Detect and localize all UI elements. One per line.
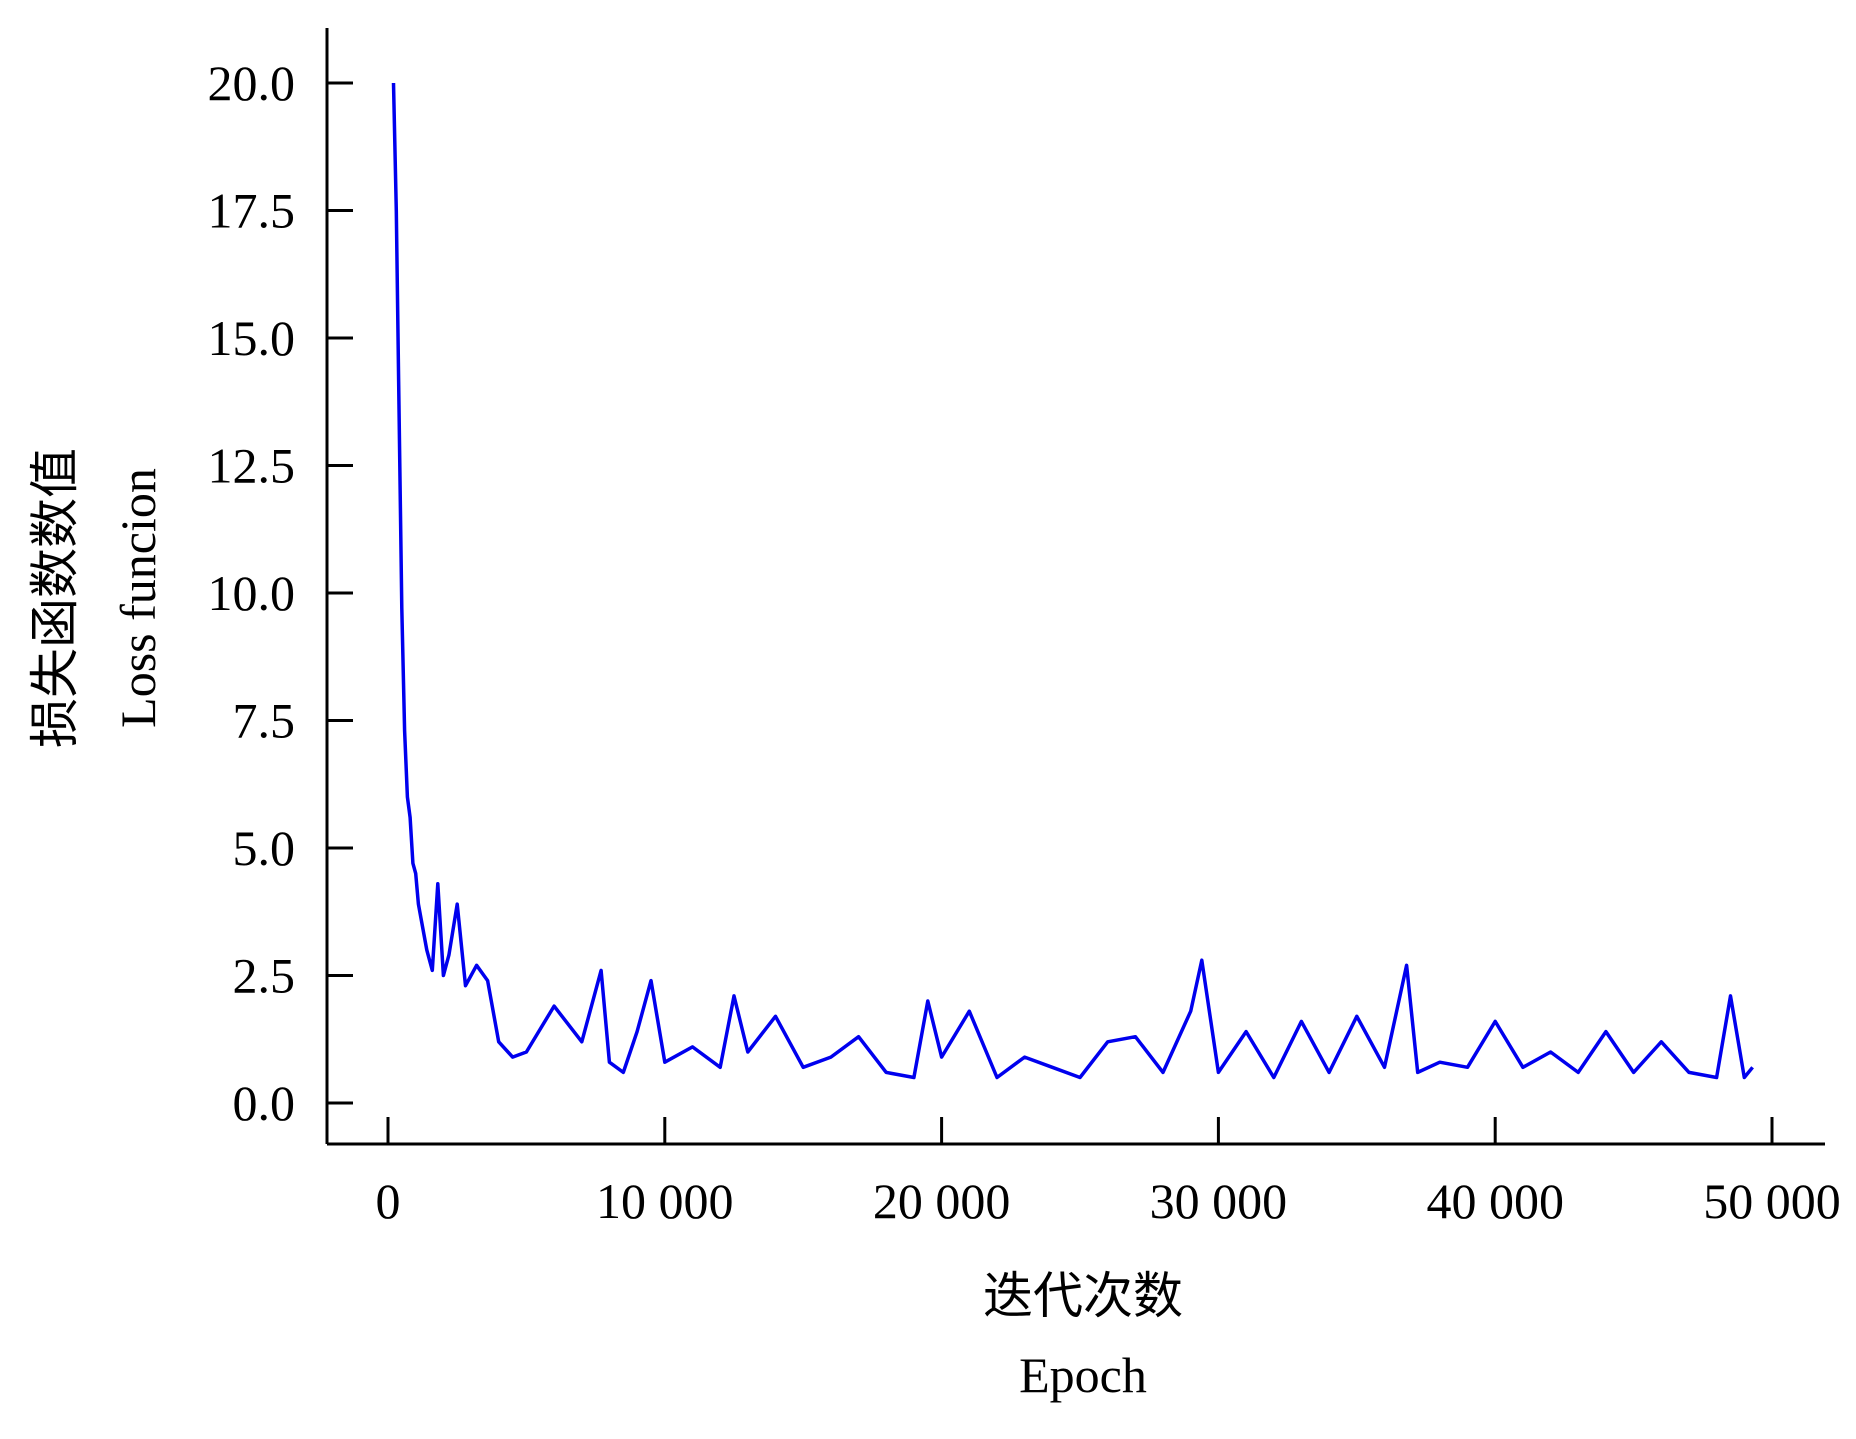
y-tick-label: 0.0 xyxy=(233,1075,296,1131)
y-tick-label: 12.5 xyxy=(208,438,296,494)
y-tick-label: 2.5 xyxy=(233,948,296,1004)
x-axis-ticks: 0 10 000 20 000 30 000 40 000 50 000 xyxy=(376,1117,1841,1229)
y-tick-label: 7.5 xyxy=(233,693,296,749)
x-tick-label: 0 xyxy=(376,1173,401,1229)
series-group xyxy=(391,82,1754,1080)
y-tick-label: 20.0 xyxy=(208,55,296,111)
y-axis-title-en: Loss funcion xyxy=(110,468,166,728)
x-axis-title-zh: 迭代次数 xyxy=(983,1268,1183,1324)
x-tick-label: 10 000 xyxy=(596,1173,734,1229)
x-tick-label: 30 000 xyxy=(1150,1173,1288,1229)
x-axis-title-en: Epoch xyxy=(1019,1347,1147,1403)
loss-series-line xyxy=(391,82,1754,1080)
x-tick-label: 40 000 xyxy=(1426,1173,1564,1229)
y-tick-label: 5.0 xyxy=(233,820,296,876)
y-tick-label: 10.0 xyxy=(208,565,296,621)
x-tick-label: 20 000 xyxy=(873,1173,1011,1229)
y-axis-title-zh: 损失函数数值 xyxy=(27,448,83,748)
y-axis-ticks: 0.0 2.5 5.0 7.5 10.0 12.5 15.0 17.5 20.0 xyxy=(208,55,353,1131)
y-tick-label: 15.0 xyxy=(208,310,296,366)
y-tick-label: 17.5 xyxy=(208,183,296,239)
x-tick-label: 50 000 xyxy=(1703,1173,1841,1229)
